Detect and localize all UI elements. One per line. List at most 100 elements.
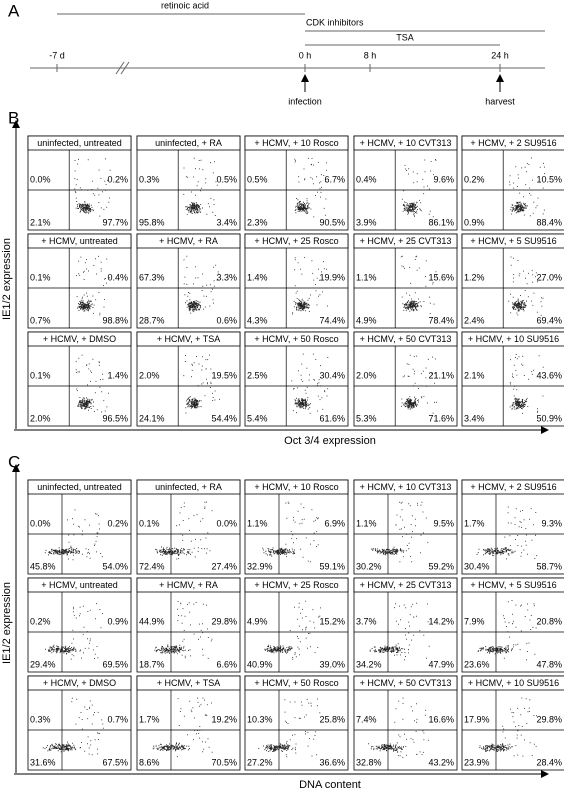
plot-title: + HCMV, + 25 Rosco (254, 580, 338, 590)
flow-plot: + HCMV, + 50 Rosco 10.3% 25.8% 27.2% 36.6% (244, 675, 349, 771)
quadrant-ul: 0.5% (247, 174, 268, 184)
quadrant-ll: 32.8% (356, 757, 382, 767)
quadrant-ur: 20.8% (536, 616, 562, 626)
plot-title-box (461, 577, 564, 593)
quadrant-ur: 19.9% (319, 272, 345, 282)
quadrant-ur: 16.6% (428, 714, 454, 724)
plot-title-box (461, 479, 564, 495)
plot-title-box (353, 675, 458, 691)
quadrant-lr: 69.5% (102, 659, 128, 669)
quadrant-lr: 50.9% (536, 413, 562, 423)
flow-plot: + HCMV, + RA 44.9% 29.8% 18.7% 6.6% (136, 577, 241, 673)
dot-cloud (509, 157, 545, 217)
quadrant-ul: 2.1% (464, 370, 485, 380)
flow-plot: + HCMV, + 5 SU9516 1.2% 27.0% 2.4% 69.4% (461, 233, 564, 329)
plot-title: + HCMV, + 25 Rosco (254, 236, 338, 246)
quadrant-ll: 3.4% (464, 413, 485, 423)
x-axis-label: DNA content (299, 779, 361, 791)
quadrant-ll: 23.6% (464, 659, 490, 669)
quadrant-ll: 2.4% (464, 315, 485, 325)
plot-title-box (27, 233, 132, 249)
quadrant-lr: 59.1% (319, 561, 345, 571)
quadrant-ll: 28.7% (139, 315, 165, 325)
quadrant-lr: 70.5% (211, 757, 237, 767)
quadrant-ur: 43.6% (536, 370, 562, 380)
plot-title: + HCMV, + 10 SU9516 (468, 678, 559, 688)
dot-cloud (508, 256, 544, 316)
flow-plot: + HCMV, + 5 SU9516 7.9% 20.8% 23.6% 47.8% (461, 577, 564, 673)
treatment-label: retinoic acid (161, 0, 209, 10)
plot-title-box (27, 675, 132, 691)
timepoint: -7 d (49, 50, 65, 60)
quadrant-ll: 2.3% (247, 217, 268, 227)
quadrant-ul: 1.1% (356, 518, 377, 528)
plot-title: + HCMV, + 50 Rosco (254, 678, 338, 688)
plot-title-box (136, 233, 241, 249)
quadrant-ll: 45.8% (30, 561, 56, 571)
plot-title: uninfected, + RA (155, 138, 222, 148)
quadrant-ll: 2.0% (30, 413, 51, 423)
quadrant-lr: 61.6% (319, 413, 345, 423)
plot-title: + HCMV, + TSA (157, 334, 221, 344)
dot-cloud (183, 157, 218, 216)
flow-plot: + HCMV, untreated 0.1% 0.4% 0.7% 98.8% (27, 233, 132, 329)
flow-plot: uninfected, + RA 0.1% 0.0% 72.4% 27.4% (136, 479, 241, 575)
quadrant-ur: 6.7% (324, 174, 345, 184)
quadrant-ur: 25.8% (319, 714, 345, 724)
plot-title: + HCMV, + 10 Rosco (254, 138, 338, 148)
flow-plot: + HCMV, + 50 CVT313 2.0% 21.1% 5.3% 71.6% (353, 331, 458, 427)
quadrant-ur: 0.7% (107, 714, 128, 724)
quadrant-lr: 6.6% (216, 659, 237, 669)
quadrant-ur: 29.8% (536, 714, 562, 724)
plot-title: + HCMV, + 10 SU9516 (468, 334, 559, 344)
dot-cloud (258, 698, 321, 758)
quadrant-lr: 28.4% (536, 757, 562, 767)
quadrant-ul: 1.7% (464, 518, 485, 528)
timepoint: 0 h (299, 50, 312, 60)
plot-title-box (353, 233, 458, 249)
plot-title-box (136, 479, 241, 495)
quadrant-ul: 0.0% (30, 174, 51, 184)
quadrant-ur: 0.2% (107, 174, 128, 184)
quadrant-ur: 3.3% (216, 272, 237, 282)
plot-title: + HCMV, + DMSO (43, 334, 116, 344)
dot-cloud (42, 697, 104, 756)
flow-plot: + HCMV, + 10 Rosco 0.5% 6.7% 2.3% 90.5% (244, 135, 349, 231)
dot-cloud (155, 501, 213, 560)
plot-title: uninfected, + RA (155, 482, 222, 492)
plot-title-box (244, 135, 349, 151)
quadrant-ur: 15.6% (428, 272, 454, 282)
plot-title-box (244, 577, 349, 593)
plot-title-box (461, 331, 564, 347)
plot-title-box (353, 479, 458, 495)
flow-plot: + HCMV, + TSA 1.7% 19.2% 8.6% 70.5% (136, 675, 241, 771)
plot-title: uninfected, untreated (37, 138, 122, 148)
quadrant-ur: 9.6% (433, 174, 454, 184)
dot-cloud (292, 257, 328, 315)
plot-title: + HCMV, + RA (159, 236, 218, 246)
plot-title-box (244, 479, 349, 495)
quadrant-ur: 6.9% (324, 518, 345, 528)
plot-title-box (27, 331, 132, 347)
plot-title: + HCMV, + 25 CVT313 (360, 580, 452, 590)
dot-cloud (401, 159, 437, 218)
plot-title: + HCMV, + 5 SU9516 (470, 580, 556, 590)
dot-cloud (152, 697, 213, 758)
timeline-break (115, 61, 130, 75)
plot-title: + HCMV, + DMSO (43, 678, 116, 688)
dot-cloud (75, 354, 109, 413)
quadrant-lr: 90.5% (319, 217, 345, 227)
plot-title: + HCMV, + 50 CVT313 (360, 678, 452, 688)
plot-title: + HCMV, + RA (159, 580, 218, 590)
x-axis-label: Oct 3/4 expression (284, 435, 376, 447)
quadrant-lr: 0.6% (216, 315, 237, 325)
quadrant-ur: 19.2% (211, 714, 237, 724)
quadrant-ur: 0.4% (107, 272, 128, 282)
quadrant-ul: 0.1% (30, 370, 51, 380)
flow-plot: + HCMV, + 25 Rosco 1.4% 19.9% 4.3% 74.4% (244, 233, 349, 329)
plot-title: + HCMV, + 10 CVT313 (360, 482, 452, 492)
plot-title-box (136, 577, 241, 593)
flow-plot: + HCMV, + 10 CVT313 0.4% 9.6% 3.9% 86.1% (353, 135, 458, 231)
quadrant-ll: 2.1% (30, 217, 51, 227)
